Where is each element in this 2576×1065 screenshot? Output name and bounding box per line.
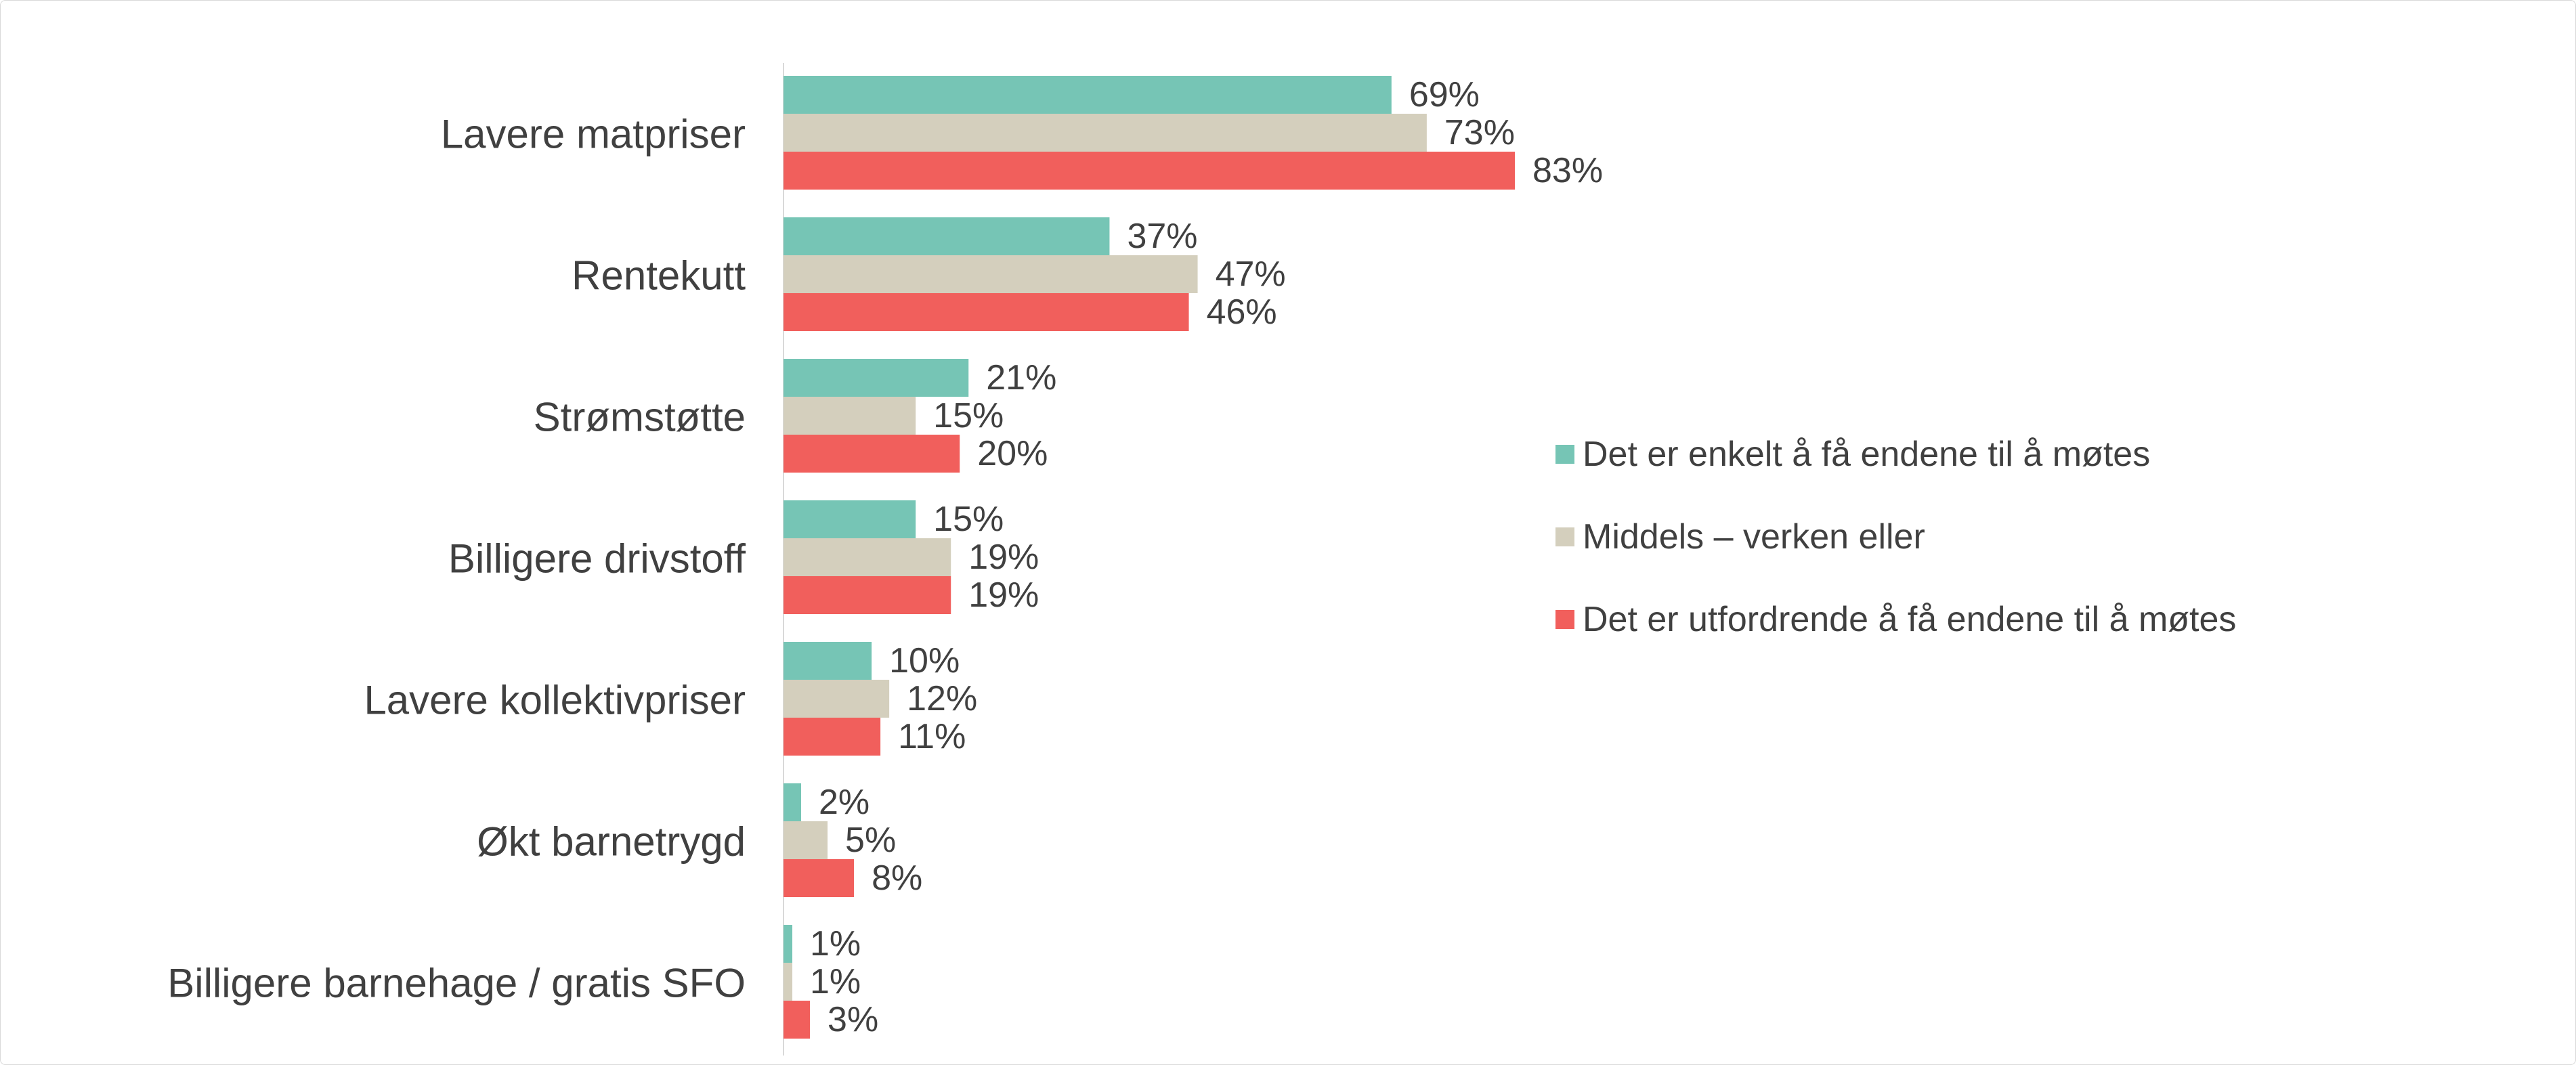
- value-label-billigere-barnehage-gratis-sfo-series-2: 1%: [810, 962, 861, 1001]
- bar-okt-barnetrygd-series-2: [783, 821, 828, 859]
- bar-rentekutt-series-2: [783, 255, 1198, 293]
- bar-stromstotte-series-2: [783, 397, 916, 435]
- bar-billigere-drivstoff-series-3: [783, 576, 951, 614]
- value-label-billigere-drivstoff-series-2: 19%: [968, 538, 1039, 577]
- bar-lavere-matpriser-series-1: [783, 76, 1392, 114]
- value-label-billigere-barnehage-gratis-sfo-series-3: 3%: [828, 1000, 878, 1039]
- bar-stromstotte-series-1: [783, 359, 969, 397]
- value-label-rentekutt-series-2: 47%: [1216, 255, 1286, 294]
- value-labels-group: 69%73%83%37%47%46%21%15%20%15%19%19%10%1…: [810, 75, 1603, 1039]
- bar-lavere-kollektivpriser-series-3: [783, 718, 881, 756]
- bar-rentekutt-series-1: [783, 217, 1110, 255]
- category-label-lavere-kollektivpriser: Lavere kollektivpriser: [364, 678, 746, 723]
- value-label-stromstotte-series-3: 20%: [977, 434, 1048, 473]
- bar-lavere-kollektivpriser-series-2: [783, 680, 890, 718]
- legend-label-3: Det er utfordrende å få endene til å møt…: [1583, 600, 2236, 639]
- category-label-billigere-barnehage-gratis-sfo: Billigere barnehage / gratis SFO: [167, 961, 746, 1006]
- legend-swatch-3: [1555, 610, 1574, 629]
- value-label-lavere-matpriser-series-3: 83%: [1532, 151, 1603, 190]
- value-label-stromstotte-series-1: 21%: [986, 358, 1056, 397]
- category-labels-group: Lavere matpriser Rentekutt Strømstøtte Bill…: [167, 112, 746, 1006]
- bar-billigere-drivstoff-series-1: [783, 500, 916, 538]
- legend-swatch-2: [1555, 527, 1574, 546]
- category-label-lavere-matpriser: Lavere matpriser: [441, 112, 746, 157]
- legend: Det er enkelt å få endene til å møtes Mid…: [1555, 435, 2236, 639]
- bar-lavere-matpriser-series-2: [783, 114, 1427, 152]
- bar-rentekutt-series-3: [783, 293, 1189, 331]
- bar-lavere-matpriser-series-3: [783, 152, 1515, 190]
- category-label-billigere-drivstoff: Billigere drivstoff: [448, 536, 746, 582]
- value-label-lavere-kollektivpriser-series-2: 12%: [907, 679, 977, 718]
- bar-billigere-drivstoff-series-2: [783, 538, 951, 576]
- bar-billigere-barnehage-gratis-sfo-series-1: [783, 925, 793, 963]
- bar-billigere-barnehage-gratis-sfo-series-3: [783, 1001, 811, 1039]
- value-label-lavere-kollektivpriser-series-3: 11%: [898, 717, 966, 756]
- legend-swatch-1: [1555, 445, 1574, 464]
- legend-label-2: Middels – verken eller: [1583, 517, 1925, 557]
- value-label-stromstotte-series-2: 15%: [933, 396, 1004, 435]
- category-label-stromstotte: Strømstøtte: [534, 395, 746, 440]
- value-label-okt-barnetrygd-series-1: 2%: [819, 783, 870, 822]
- category-label-okt-barnetrygd: Økt barnetrygd: [477, 819, 746, 865]
- value-label-rentekutt-series-3: 46%: [1207, 292, 1277, 332]
- value-label-rentekutt-series-1: 37%: [1127, 217, 1197, 256]
- value-label-lavere-matpriser-series-1: 69%: [1409, 75, 1480, 114]
- bar-lavere-kollektivpriser-series-1: [783, 642, 872, 680]
- legend-label-1: Det er enkelt å få endene til å møtes: [1583, 435, 2150, 474]
- bar-stromstotte-series-3: [783, 435, 960, 473]
- category-label-rentekutt: Rentekutt: [572, 253, 746, 299]
- value-label-okt-barnetrygd-series-2: 5%: [845, 821, 896, 860]
- bar-okt-barnetrygd-series-1: [783, 783, 802, 821]
- bar-billigere-barnehage-gratis-sfo-series-2: [783, 963, 793, 1001]
- value-label-billigere-barnehage-gratis-sfo-series-1: 1%: [810, 924, 861, 963]
- value-label-okt-barnetrygd-series-3: 8%: [872, 858, 922, 898]
- value-label-billigere-drivstoff-series-3: 19%: [968, 575, 1039, 615]
- value-label-lavere-matpriser-series-2: 73%: [1444, 113, 1515, 152]
- bars-group: [783, 76, 1515, 1039]
- bar-okt-barnetrygd-series-3: [783, 859, 855, 897]
- value-label-lavere-kollektivpriser-series-1: 10%: [889, 641, 960, 680]
- value-label-billigere-drivstoff-series-1: 15%: [933, 500, 1004, 539]
